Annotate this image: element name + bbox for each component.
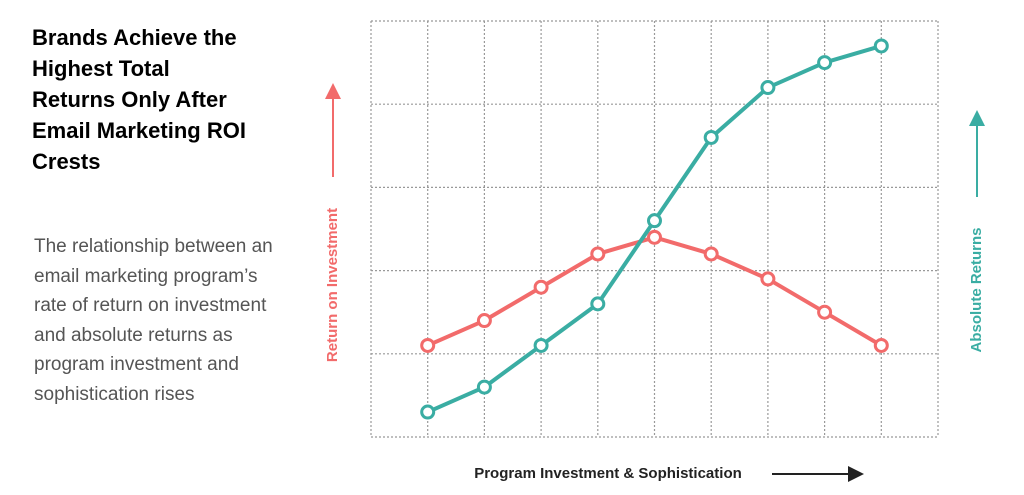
- point: [533, 337, 549, 353]
- point: [590, 246, 606, 262]
- y-axis-label: Return on Investment: [324, 208, 341, 362]
- point: [873, 337, 889, 353]
- point: [590, 296, 606, 312]
- point: [533, 279, 549, 295]
- x-axis-label: Program Investment & Sophistication: [474, 465, 742, 482]
- point: [476, 379, 492, 395]
- point: [760, 271, 776, 287]
- point: [420, 337, 436, 353]
- point: [420, 404, 436, 420]
- point: [873, 38, 889, 54]
- point: [703, 246, 719, 262]
- point: [476, 313, 492, 329]
- y2-axis-label: Absolute Returns: [968, 227, 985, 352]
- point: [647, 213, 662, 229]
- chart-title: Brands Achieve the Highest Total Returns…: [32, 25, 246, 174]
- point: [647, 229, 662, 245]
- point: [703, 129, 719, 145]
- point: [760, 80, 776, 96]
- chart-subtitle: The relationship between an email market…: [34, 236, 273, 405]
- point: [817, 304, 833, 320]
- point: [817, 55, 833, 71]
